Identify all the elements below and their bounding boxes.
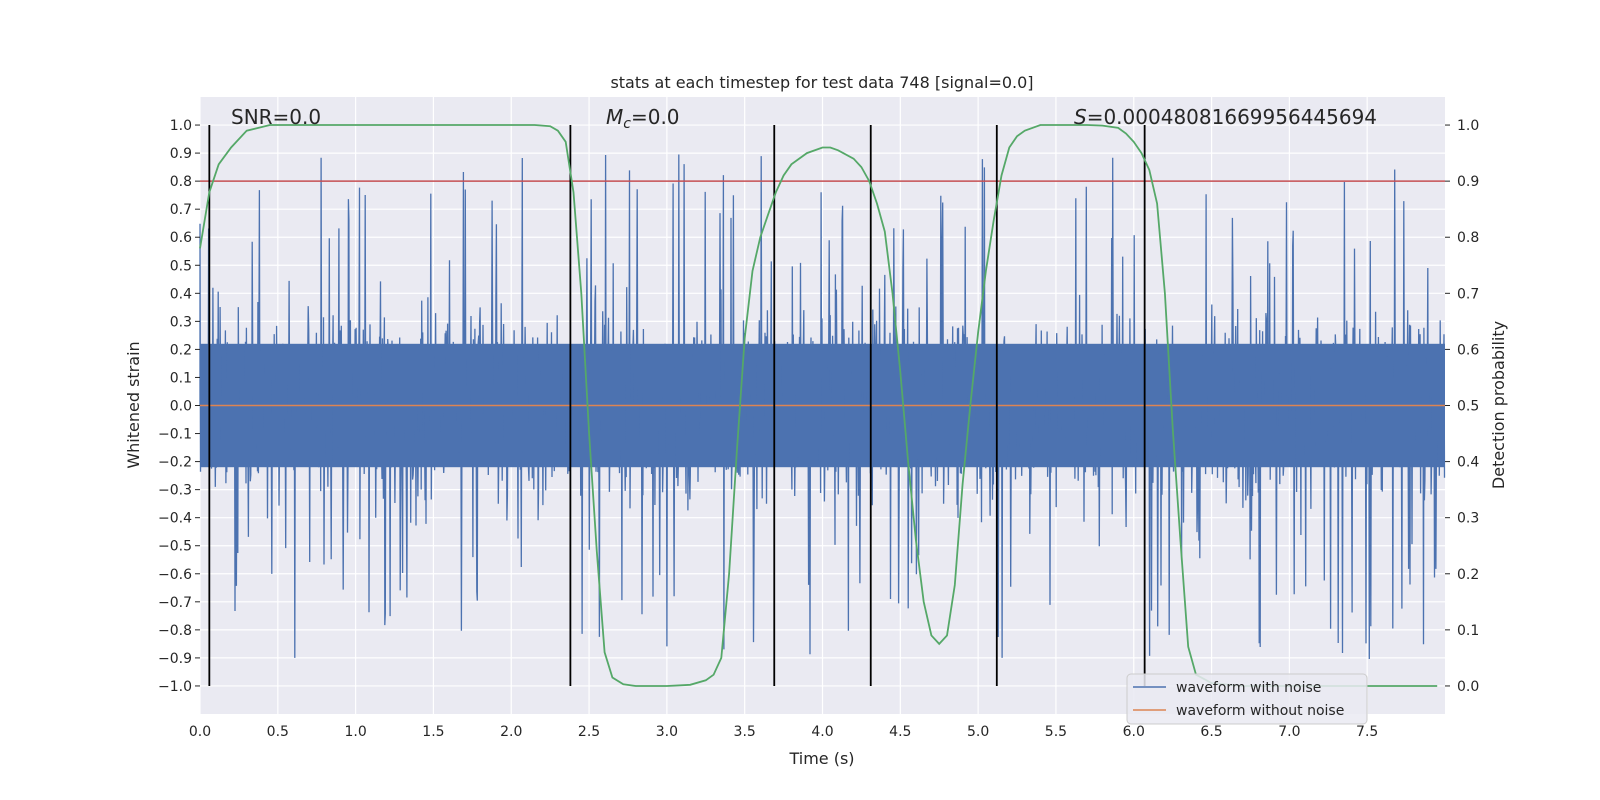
y-right-tick-label-0: 0.0 xyxy=(1457,679,1479,695)
x-tick-label-1: 0.5 xyxy=(267,724,289,740)
y-right-tick-label-5: 0.5 xyxy=(1457,399,1479,415)
s-symbol: S xyxy=(1074,105,1087,129)
mc-value: =0.0 xyxy=(631,105,680,129)
x-tick-label-12: 6.0 xyxy=(1123,724,1145,740)
y-left-tick-label-13: 0.3 xyxy=(170,314,192,330)
y-left-tick-label-4: −0.6 xyxy=(158,567,192,583)
mc-annotation: Mc=0.0 xyxy=(606,105,680,132)
y-left-tick-label-19: 0.9 xyxy=(170,146,192,162)
x-tick-label-7: 3.5 xyxy=(734,724,756,740)
x-axis-ticks: 0.0 0.5 1.0 1.5 2.0 2.5 3.0 3.5 4.0 4.5 5.0 5.5 6.0 6… xyxy=(189,724,1378,740)
y-right-axis-ticks: 0.0 0.1 0.2 0.3 0.4 0.5 0.6 0.7 0.8 0.9 1.0 xyxy=(1445,118,1479,695)
x-tick-label-10: 5.0 xyxy=(967,724,989,740)
x-tick-label-3: 1.5 xyxy=(422,724,444,740)
snr-annotation: SNR=0.0 xyxy=(231,105,321,129)
x-tick-label-8: 4.0 xyxy=(811,724,833,740)
y-left-tick-label-14: 0.4 xyxy=(170,286,192,302)
mc-symbol: M xyxy=(606,105,623,129)
y-left-tick-label-12: 0.2 xyxy=(170,342,192,358)
y-left-tick-label-17: 0.7 xyxy=(170,202,192,218)
x-tick-label-0: 0.0 xyxy=(189,724,211,740)
series-detection-probability xyxy=(199,124,1438,687)
y-right-tick-label-1: 0.1 xyxy=(1457,623,1479,639)
x-tick-label-9: 4.5 xyxy=(889,724,911,740)
y-left-tick-label-1: −0.9 xyxy=(158,651,192,667)
s-annotation: S=0.00048081669956445694 xyxy=(1074,105,1377,129)
x-tick-label-2: 1.0 xyxy=(344,724,366,740)
y-right-tick-label-9: 0.9 xyxy=(1457,174,1479,190)
y-right-tick-label-8: 0.8 xyxy=(1457,230,1479,246)
legend: waveform with noise waveform without noi… xyxy=(1126,673,1368,725)
y-left-tick-label-9: −0.1 xyxy=(158,427,192,443)
mc-subscript: c xyxy=(623,116,631,132)
y-left-tick-label-11: 0.1 xyxy=(170,370,192,386)
y-left-tick-label-2: −0.8 xyxy=(158,623,192,639)
y-right-tick-label-7: 0.7 xyxy=(1457,286,1479,302)
y-left-tick-label-7: −0.3 xyxy=(158,483,192,499)
s-value: =0.00048081669956445694 xyxy=(1087,105,1377,129)
y-right-tick-label-3: 0.3 xyxy=(1457,511,1479,527)
vertical-markers xyxy=(208,125,1146,686)
x-tick-label-14: 7.0 xyxy=(1278,724,1300,740)
y-left-tick-label-10: 0.0 xyxy=(170,399,192,415)
y-left-tick-label-6: −0.4 xyxy=(158,511,192,527)
chart-title: stats at each timestep for test data 748… xyxy=(610,73,1033,92)
y-left-tick-label-15: 0.5 xyxy=(170,258,192,274)
y-left-tick-label-5: −0.5 xyxy=(158,539,192,555)
y-left-tick-label-8: −0.2 xyxy=(158,455,192,471)
y-left-axis-ticks: −1.0 −0.9 −0.8 −0.7 −0.6 −0.5 −0.4 −0.3 −0.2 −0.1… xyxy=(158,118,200,695)
legend-label-waveform-without-noise: waveform without noise xyxy=(1176,703,1344,719)
y-left-tick-label-18: 0.8 xyxy=(170,174,192,190)
x-tick-label-4: 2.0 xyxy=(500,724,522,740)
x-axis-label: Time (s) xyxy=(788,749,854,768)
x-tick-label-6: 3.0 xyxy=(656,724,678,740)
legend-box xyxy=(1126,673,1368,725)
y-right-tick-label-4: 0.4 xyxy=(1457,455,1479,471)
y-left-tick-label-20: 1.0 xyxy=(170,118,192,134)
legend-label-waveform-with-noise: waveform with noise xyxy=(1176,680,1321,696)
x-tick-label-11: 5.5 xyxy=(1045,724,1067,740)
x-tick-label-15: 7.5 xyxy=(1356,724,1378,740)
y-left-axis-label: Whitened strain xyxy=(124,341,143,468)
y-right-axis-label: Detection probability xyxy=(1489,321,1508,489)
noise-path xyxy=(199,154,1446,660)
y-right-tick-label-2: 0.2 xyxy=(1457,567,1479,583)
y-left-tick-label-0: −1.0 xyxy=(158,679,192,695)
y-left-tick-label-3: −0.7 xyxy=(158,595,192,611)
x-tick-label-13: 6.5 xyxy=(1200,724,1222,740)
x-tick-label-5: 2.5 xyxy=(578,724,600,740)
y-right-tick-label-6: 0.6 xyxy=(1457,342,1479,358)
y-left-tick-label-16: 0.6 xyxy=(170,230,192,246)
y-right-tick-label-10: 1.0 xyxy=(1457,118,1479,134)
